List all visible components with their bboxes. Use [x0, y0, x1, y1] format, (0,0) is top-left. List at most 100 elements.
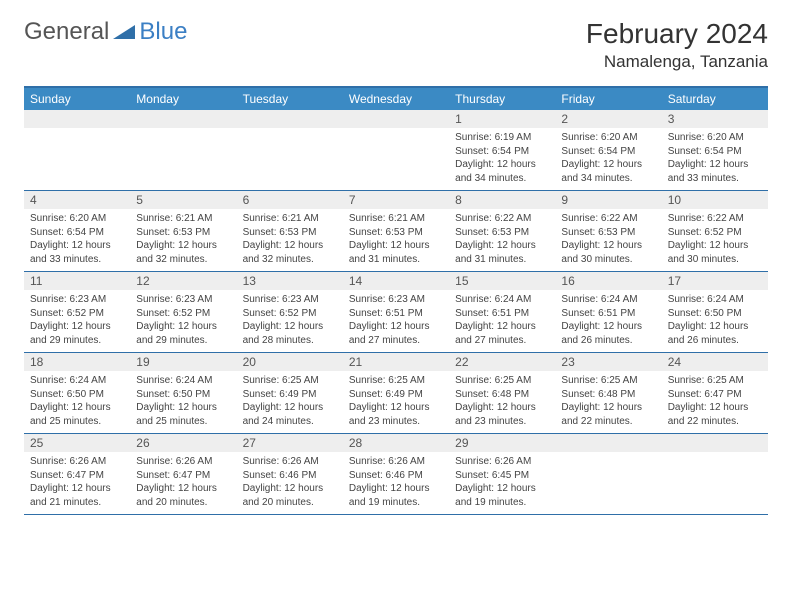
logo-triangle-icon	[113, 18, 135, 46]
day-sunset: Sunset: 6:54 PM	[668, 145, 762, 159]
brand-logo: General Blue	[24, 18, 187, 46]
day-daylight1: Daylight: 12 hours	[30, 320, 124, 334]
week: 18192021222324Sunrise: 6:24 AMSunset: 6:…	[24, 353, 768, 434]
day-sunrise: Sunrise: 6:26 AM	[243, 455, 337, 469]
day-sunset: Sunset: 6:51 PM	[561, 307, 655, 321]
week: 123Sunrise: 6:19 AMSunset: 6:54 PMDaylig…	[24, 110, 768, 191]
day-daylight1: Daylight: 12 hours	[668, 320, 762, 334]
day-sunrise: Sunrise: 6:21 AM	[349, 212, 443, 226]
day-daylight2: and 32 minutes.	[243, 253, 337, 267]
day-daylight2: and 31 minutes.	[455, 253, 549, 267]
day-daylight1: Daylight: 12 hours	[243, 239, 337, 253]
day-sunrise: Sunrise: 6:21 AM	[136, 212, 230, 226]
title-block: February 2024 Namalenga, Tanzania	[586, 18, 768, 72]
day-number: 11	[24, 272, 130, 290]
day-number: 12	[130, 272, 236, 290]
day-cell: Sunrise: 6:22 AMSunset: 6:53 PMDaylight:…	[449, 209, 555, 271]
day-number	[24, 110, 130, 128]
day-daylight1: Daylight: 12 hours	[136, 239, 230, 253]
week-daynum-row: 45678910	[24, 191, 768, 209]
day-number: 14	[343, 272, 449, 290]
day-number	[662, 434, 768, 452]
day-daylight1: Daylight: 12 hours	[136, 320, 230, 334]
day-sunset: Sunset: 6:47 PM	[30, 469, 124, 483]
day-number	[237, 110, 343, 128]
page-header: General Blue February 2024 Namalenga, Ta…	[24, 18, 768, 72]
day-daylight2: and 24 minutes.	[243, 415, 337, 429]
day-cell: Sunrise: 6:21 AMSunset: 6:53 PMDaylight:…	[343, 209, 449, 271]
day-sunrise: Sunrise: 6:19 AM	[455, 131, 549, 145]
dayhead-thursday: Thursday	[449, 88, 555, 110]
day-cell: Sunrise: 6:25 AMSunset: 6:49 PMDaylight:…	[237, 371, 343, 433]
day-cell: Sunrise: 6:26 AMSunset: 6:47 PMDaylight:…	[24, 452, 130, 514]
dayhead-tuesday: Tuesday	[237, 88, 343, 110]
day-daylight2: and 25 minutes.	[30, 415, 124, 429]
day-daylight2: and 20 minutes.	[243, 496, 337, 510]
day-cell: Sunrise: 6:23 AMSunset: 6:51 PMDaylight:…	[343, 290, 449, 352]
day-daylight1: Daylight: 12 hours	[349, 239, 443, 253]
day-number: 4	[24, 191, 130, 209]
day-number: 28	[343, 434, 449, 452]
day-sunrise: Sunrise: 6:21 AM	[243, 212, 337, 226]
week-daynum-row: 18192021222324	[24, 353, 768, 371]
day-cell: Sunrise: 6:26 AMSunset: 6:45 PMDaylight:…	[449, 452, 555, 514]
day-sunset: Sunset: 6:53 PM	[455, 226, 549, 240]
day-daylight1: Daylight: 12 hours	[243, 482, 337, 496]
day-number: 23	[555, 353, 661, 371]
day-sunrise: Sunrise: 6:26 AM	[349, 455, 443, 469]
day-daylight1: Daylight: 12 hours	[561, 401, 655, 415]
day-sunset: Sunset: 6:53 PM	[349, 226, 443, 240]
day-daylight1: Daylight: 12 hours	[561, 158, 655, 172]
day-number: 1	[449, 110, 555, 128]
day-daylight2: and 23 minutes.	[349, 415, 443, 429]
day-number: 3	[662, 110, 768, 128]
day-cell	[24, 128, 130, 190]
day-sunset: Sunset: 6:52 PM	[30, 307, 124, 321]
day-sunset: Sunset: 6:46 PM	[243, 469, 337, 483]
week-info-row: Sunrise: 6:24 AMSunset: 6:50 PMDaylight:…	[24, 371, 768, 433]
day-number: 29	[449, 434, 555, 452]
day-cell: Sunrise: 6:25 AMSunset: 6:48 PMDaylight:…	[555, 371, 661, 433]
day-daylight1: Daylight: 12 hours	[349, 482, 443, 496]
day-sunrise: Sunrise: 6:24 AM	[561, 293, 655, 307]
month-year: February 2024	[586, 18, 768, 50]
day-cell: Sunrise: 6:26 AMSunset: 6:46 PMDaylight:…	[237, 452, 343, 514]
day-sunset: Sunset: 6:52 PM	[243, 307, 337, 321]
day-cell: Sunrise: 6:20 AMSunset: 6:54 PMDaylight:…	[662, 128, 768, 190]
day-cell: Sunrise: 6:23 AMSunset: 6:52 PMDaylight:…	[24, 290, 130, 352]
day-sunrise: Sunrise: 6:23 AM	[349, 293, 443, 307]
day-daylight1: Daylight: 12 hours	[30, 482, 124, 496]
day-number: 5	[130, 191, 236, 209]
day-cell: Sunrise: 6:23 AMSunset: 6:52 PMDaylight:…	[237, 290, 343, 352]
day-cell	[343, 128, 449, 190]
day-sunrise: Sunrise: 6:20 AM	[30, 212, 124, 226]
day-cell: Sunrise: 6:26 AMSunset: 6:47 PMDaylight:…	[130, 452, 236, 514]
week: 2526272829Sunrise: 6:26 AMSunset: 6:47 P…	[24, 434, 768, 515]
day-sunrise: Sunrise: 6:25 AM	[668, 374, 762, 388]
day-number: 8	[449, 191, 555, 209]
day-number: 7	[343, 191, 449, 209]
dayhead-wednesday: Wednesday	[343, 88, 449, 110]
day-sunrise: Sunrise: 6:24 AM	[455, 293, 549, 307]
day-cell: Sunrise: 6:24 AMSunset: 6:51 PMDaylight:…	[449, 290, 555, 352]
day-sunrise: Sunrise: 6:22 AM	[561, 212, 655, 226]
day-sunset: Sunset: 6:54 PM	[455, 145, 549, 159]
day-cell: Sunrise: 6:20 AMSunset: 6:54 PMDaylight:…	[555, 128, 661, 190]
day-daylight1: Daylight: 12 hours	[668, 239, 762, 253]
day-daylight2: and 33 minutes.	[30, 253, 124, 267]
day-sunset: Sunset: 6:53 PM	[243, 226, 337, 240]
day-number: 9	[555, 191, 661, 209]
day-number: 24	[662, 353, 768, 371]
day-sunrise: Sunrise: 6:22 AM	[668, 212, 762, 226]
day-daylight1: Daylight: 12 hours	[136, 401, 230, 415]
day-cell: Sunrise: 6:22 AMSunset: 6:53 PMDaylight:…	[555, 209, 661, 271]
day-cell: Sunrise: 6:24 AMSunset: 6:50 PMDaylight:…	[662, 290, 768, 352]
day-headers: Sunday Monday Tuesday Wednesday Thursday…	[24, 88, 768, 110]
day-number: 21	[343, 353, 449, 371]
dayhead-monday: Monday	[130, 88, 236, 110]
day-sunset: Sunset: 6:50 PM	[668, 307, 762, 321]
day-number: 6	[237, 191, 343, 209]
day-sunset: Sunset: 6:53 PM	[561, 226, 655, 240]
day-sunset: Sunset: 6:50 PM	[30, 388, 124, 402]
week-info-row: Sunrise: 6:26 AMSunset: 6:47 PMDaylight:…	[24, 452, 768, 514]
